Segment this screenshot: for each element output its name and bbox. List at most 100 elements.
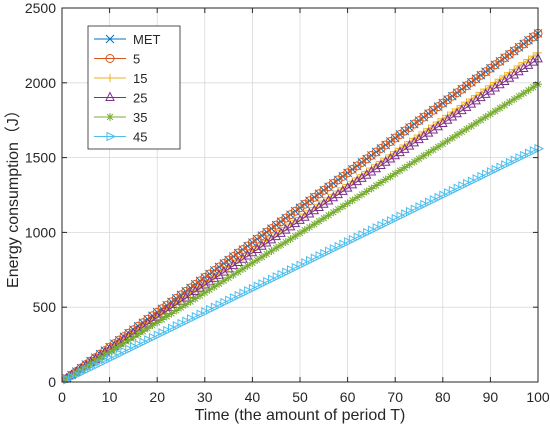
data-point: [500, 101, 509, 110]
data-point: [187, 314, 197, 324]
data-point: [296, 229, 304, 238]
data-point: [182, 316, 192, 327]
data-point: [242, 249, 253, 260]
data-point: [371, 162, 381, 173]
data-point: [442, 114, 453, 124]
data-point: [120, 346, 130, 357]
data-point: [471, 94, 481, 105]
data-point: [119, 339, 128, 348]
legend-box: [87, 25, 181, 150]
data-point: [158, 328, 169, 338]
data-point: [523, 59, 534, 69]
data-point: [110, 351, 121, 362]
data-point: [209, 272, 220, 283]
data-point: [214, 269, 224, 279]
data-point: [219, 266, 229, 276]
data-point: [253, 255, 262, 264]
legend-item: 35: [94, 110, 147, 125]
data-point: [305, 223, 314, 232]
data-point: [396, 211, 407, 222]
data-point: [153, 318, 162, 327]
data-point: [461, 101, 472, 111]
data-point: [134, 330, 143, 339]
data-point: [380, 156, 391, 166]
data-point: [267, 247, 276, 256]
legend-label: 5: [133, 52, 140, 67]
data-point: [453, 130, 462, 139]
legend-item: MET: [94, 32, 161, 47]
tick-labels: 0 10 20 30 40 50 60 70 80 90 100050010001500200025…: [25, 0, 550, 405]
data-point: [267, 274, 278, 285]
data-point: [409, 136, 420, 147]
data-point: [157, 315, 166, 324]
data-point: [219, 276, 228, 285]
data-point: [520, 150, 530, 161]
legend-item: 45: [94, 130, 147, 145]
y-tick-label: 1500: [25, 150, 56, 166]
data-point: [196, 309, 207, 320]
data-point: [333, 188, 343, 199]
data-point: [291, 262, 302, 273]
legend-marker: [105, 54, 115, 63]
data-point: [518, 62, 529, 73]
legend-label: 15: [133, 71, 147, 86]
data-point: [363, 227, 373, 238]
data-point: [429, 145, 438, 154]
data-point: [476, 116, 485, 125]
data-point: [377, 220, 388, 231]
x-axis-label: Time (the amount of period T): [195, 407, 406, 424]
data-point: [62, 375, 71, 384]
x-tick-label: 90: [483, 389, 499, 405]
data-point: [229, 270, 238, 279]
data-point: [382, 218, 392, 229]
data-point: [285, 220, 296, 231]
data-point: [129, 333, 138, 342]
data-point: [328, 191, 339, 202]
data-point: [405, 160, 414, 169]
data-point: [367, 184, 376, 193]
data-point: [257, 240, 267, 250]
data-point: [172, 306, 181, 315]
data-point: [466, 97, 477, 108]
data-point: [323, 194, 334, 205]
series-line: [66, 83, 539, 380]
data-point: [172, 321, 183, 331]
data-point: [186, 297, 195, 306]
data-point: [210, 302, 221, 313]
data-point: [167, 323, 178, 334]
data-point: [524, 148, 535, 159]
data-point: [491, 164, 502, 175]
data-point: [443, 136, 452, 145]
data-point: [495, 78, 505, 89]
data-point: [148, 321, 157, 330]
data-point: [415, 202, 426, 212]
data-point: [425, 197, 435, 208]
legend-marker: [106, 74, 114, 82]
data-point: [206, 304, 216, 315]
data-point: [261, 236, 272, 247]
data-point: [353, 193, 362, 202]
data-point: [376, 178, 385, 187]
data-point: [448, 185, 459, 196]
data-point: [110, 345, 119, 354]
data-point: [457, 104, 467, 115]
data-point: [199, 278, 210, 289]
data-point: [91, 357, 100, 366]
data-point: [238, 264, 247, 273]
data-point: [320, 248, 330, 259]
data-point: [296, 260, 307, 271]
data-point: [229, 293, 240, 303]
data-point: [386, 172, 395, 181]
y-tick-label: 2000: [25, 75, 56, 91]
data-point: [418, 130, 429, 140]
data-point: [344, 237, 354, 247]
data-point: [177, 303, 185, 312]
data-point: [163, 325, 173, 336]
legend-marker: [105, 91, 115, 101]
data-point: [252, 243, 262, 254]
data-point: [362, 187, 371, 196]
data-point: [514, 92, 523, 101]
data-point: [181, 300, 190, 309]
data-point: [495, 104, 504, 113]
data-point: [399, 143, 410, 153]
